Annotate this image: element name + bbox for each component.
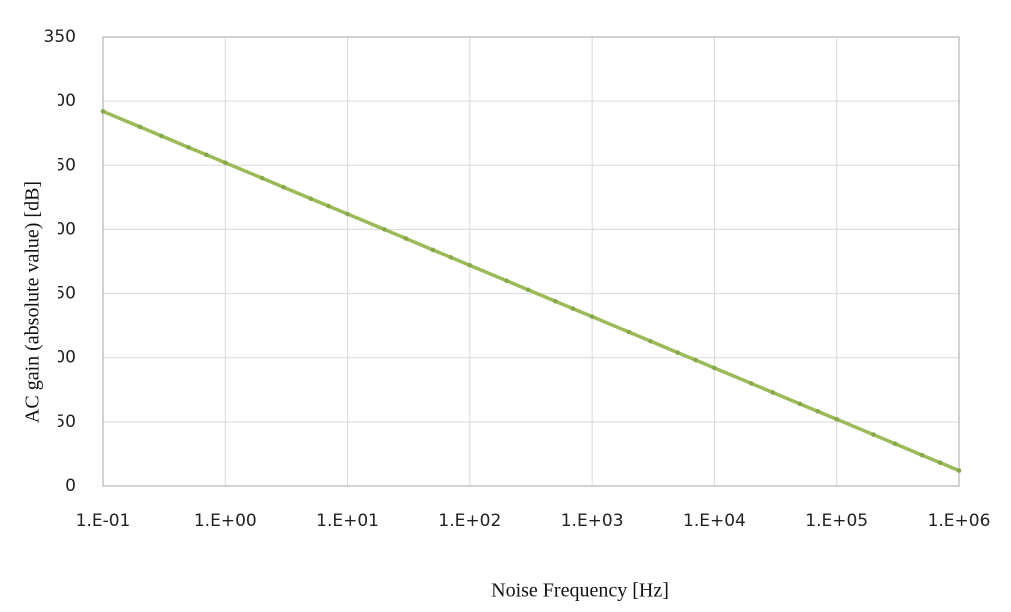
point [712, 365, 717, 371]
point [675, 350, 680, 355]
point [570, 306, 576, 312]
point [308, 196, 314, 201]
point [648, 338, 653, 344]
point [525, 287, 531, 293]
point [100, 109, 106, 114]
point [137, 124, 143, 130]
point [937, 460, 943, 465]
point [589, 314, 595, 319]
point [770, 390, 776, 395]
plot-frame [102, 36, 960, 487]
point [919, 452, 925, 458]
x-tick-label: 1.E+01 [316, 511, 379, 531]
y-tick-label: 0 [65, 476, 76, 496]
x-tick-label: 1.E+02 [438, 511, 501, 531]
x-tick-label: 1.E+00 [194, 511, 257, 531]
point [403, 236, 409, 241]
point [626, 329, 632, 335]
point [834, 416, 840, 422]
x-tick-label: 1.E-01 [76, 511, 131, 531]
point [222, 160, 228, 166]
point [553, 298, 558, 304]
point [892, 441, 898, 447]
point [259, 175, 265, 181]
point [871, 432, 876, 437]
point [797, 401, 803, 407]
y-tick-label: 50 [54, 412, 76, 432]
point [448, 255, 454, 260]
point [430, 247, 436, 253]
y-tick-label: 350 [44, 27, 76, 47]
grid [102, 36, 960, 487]
point [504, 278, 509, 284]
point [326, 203, 331, 209]
point [467, 263, 473, 268]
point [748, 381, 754, 386]
point [204, 152, 209, 158]
point [693, 357, 698, 363]
label-backdrop [0, 92, 58, 516]
y-axis-title: AC gain (absolute value) [dB] [22, 181, 44, 423]
x-tick-label: 1.E+05 [805, 511, 868, 531]
line-series [102, 109, 960, 473]
x-tick-label: 1.E+03 [561, 511, 624, 531]
x-axis-title: Noise Frequency [Hz] [491, 580, 669, 602]
point [281, 184, 286, 190]
point [345, 211, 350, 217]
point [956, 468, 962, 473]
marks [100, 109, 962, 473]
point [815, 409, 821, 414]
point [159, 133, 164, 139]
point [382, 227, 387, 232]
x-tick-label: 1.E+06 [928, 511, 991, 531]
x-tick-label: 1.E+04 [683, 511, 746, 531]
point [186, 145, 191, 150]
